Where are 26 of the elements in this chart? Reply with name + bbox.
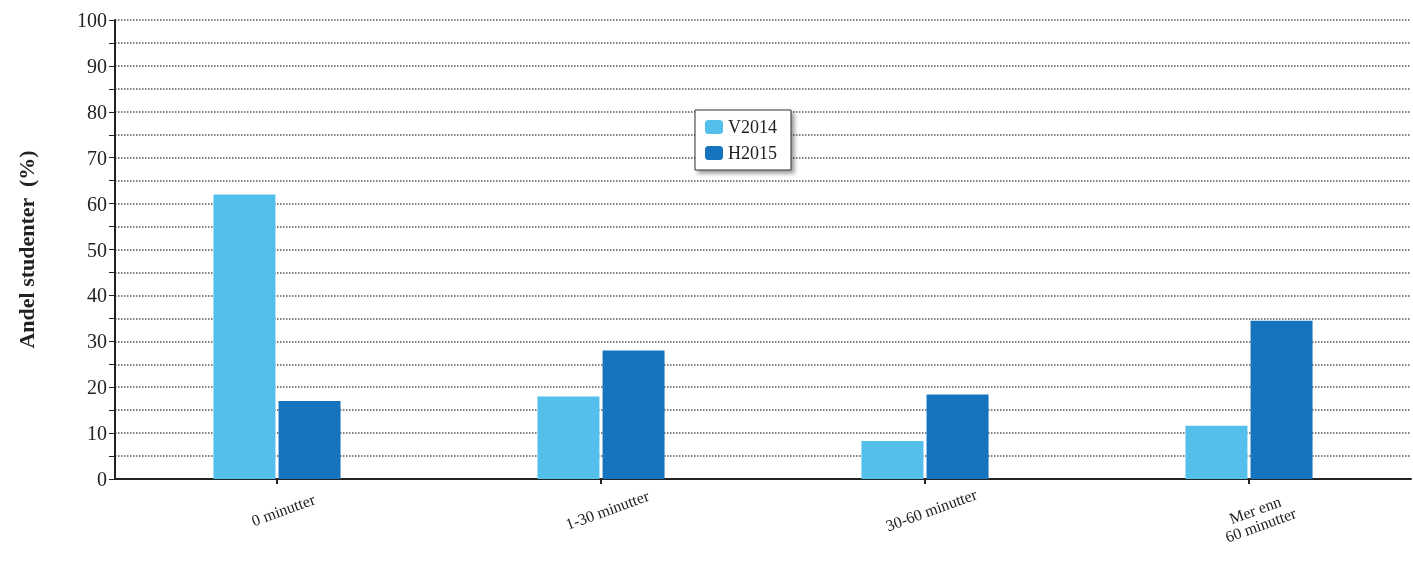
bar <box>537 396 600 479</box>
bar <box>1185 425 1248 479</box>
y-tick-label: 90 <box>87 54 107 77</box>
bar <box>602 350 665 479</box>
bar <box>278 400 341 479</box>
y-tick-label: 10 <box>87 422 107 445</box>
y-tick-label: 40 <box>87 284 107 307</box>
y-tick-label: 100 <box>77 9 107 31</box>
x-tick-label: 1-30 minutter <box>563 486 652 533</box>
legend-label: V2014 <box>728 117 777 137</box>
x-tick-label: 30-60 minutter <box>883 485 980 535</box>
bar <box>861 440 924 479</box>
bar <box>213 194 276 479</box>
y-axis-title: Andel studenter (%) <box>13 150 39 349</box>
bar <box>926 394 989 479</box>
y-tick-label: 60 <box>87 192 107 215</box>
y-tick-label: 20 <box>87 376 107 399</box>
bar <box>1250 320 1313 479</box>
y-tick-label: 80 <box>87 100 107 123</box>
x-tick-label: Mer enn 60 minutter <box>1222 492 1300 546</box>
y-tick-label: 50 <box>87 238 107 261</box>
y-tick-label: 70 <box>87 146 107 169</box>
x-tick-label: 0 minutter <box>249 490 318 530</box>
y-tick-label: 0 <box>97 468 107 490</box>
legend-label: H2015 <box>728 143 777 163</box>
y-tick-label: 30 <box>87 330 107 353</box>
